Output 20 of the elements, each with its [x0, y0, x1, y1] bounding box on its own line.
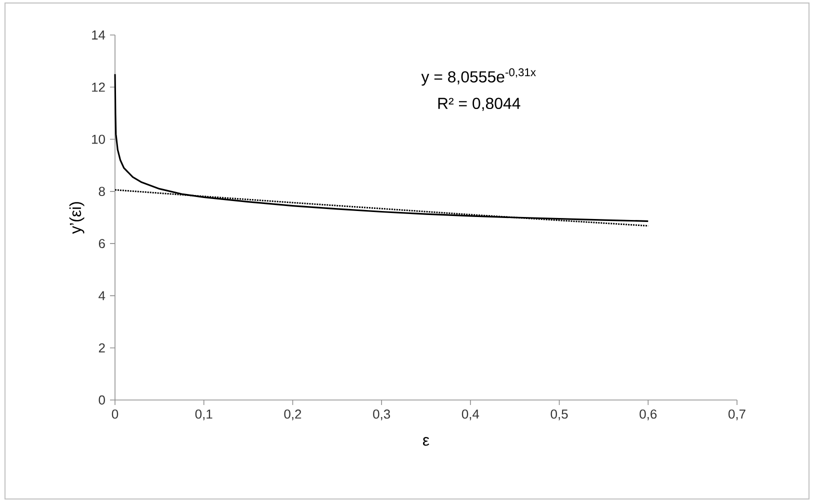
x-tick-label: 0,2: [284, 410, 302, 420]
y-tick-label: 6: [98, 238, 105, 248]
y-tick-label: 0: [98, 395, 105, 405]
y-tick-label: 8: [98, 186, 105, 196]
y-tick-label: 12: [92, 82, 105, 92]
x-tick-label: 0,6: [640, 410, 657, 420]
x-tick-label: 0,4: [462, 410, 480, 420]
x-tick-label: 0,5: [550, 410, 568, 420]
x-tick-label: 0,3: [373, 410, 390, 420]
y-tick-label: 4: [98, 291, 106, 300]
annotation: R² = 0,8044: [438, 98, 520, 111]
annotation: y = 8,0555e$^{-0,31x}$: [421, 68, 536, 86]
x-axis-title: ε: [422, 437, 430, 446]
y-tick-label: 14: [92, 30, 106, 40]
y-tick-label: 10: [92, 134, 105, 144]
y-tick-label: 2: [98, 343, 105, 352]
x-tick-label: 0,1: [195, 410, 212, 420]
x-tick-label: 0: [112, 410, 118, 419]
y-axis-title: y’(εi): [69, 202, 84, 234]
x-tick-label: 0,7: [728, 410, 746, 420]
